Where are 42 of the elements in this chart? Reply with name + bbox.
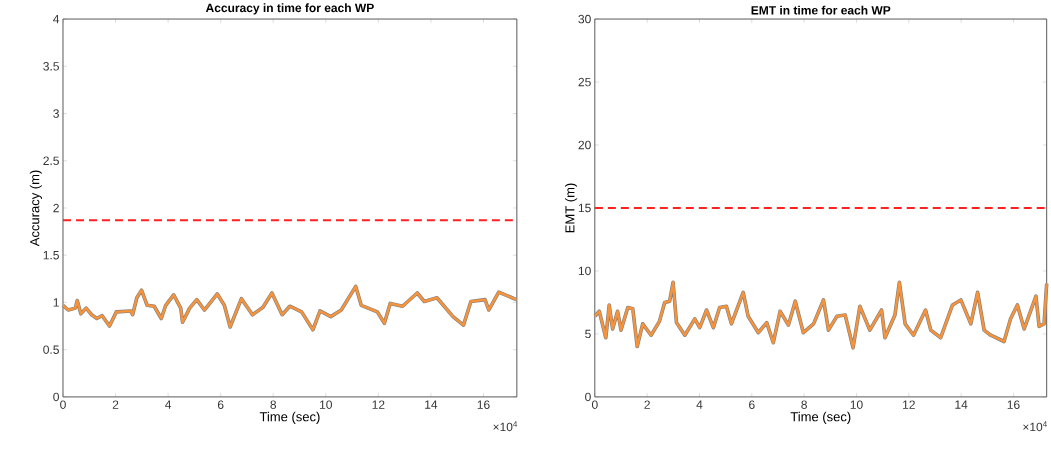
y-tick-label: 20 (578, 140, 591, 150)
y-tick-label: 0 (585, 392, 591, 402)
y-tick-label: 1 (53, 298, 59, 307)
y-tick-label: 5 (585, 329, 591, 339)
x-tick-label: 12 (903, 400, 915, 409)
x-tick-label: 2 (644, 400, 650, 409)
y-axis-title: Accuracy (m) (29, 170, 42, 247)
x-tick-label: 2 (112, 400, 119, 409)
text: ×10$^{4}$ (1023, 421, 1047, 432)
x-tick-label: 16 (1007, 400, 1020, 409)
text: ×10$^{4}$ (493, 421, 518, 432)
y-tick-label: 30 (578, 14, 591, 24)
x-tick-label: 12 (372, 400, 385, 409)
y-tick-label: 4 (53, 14, 60, 24)
x-tick-label: 8 (801, 400, 807, 409)
x-axis-title: Time (sec) (259, 411, 320, 424)
x-tick-label: 14 (425, 400, 438, 409)
y-tick-label: 0.5 (43, 345, 59, 354)
y-tick-label: 15 (578, 203, 591, 213)
y-tick-label: 10 (578, 266, 591, 276)
x-tick-label: 4 (696, 400, 703, 409)
x-tick-label: 0 (60, 400, 66, 409)
x-tick-label: 10 (320, 400, 332, 409)
x-axis-title: Time (sec) (790, 411, 851, 424)
x-tick-label: 14 (955, 400, 968, 409)
y-tick-label: 2 (53, 203, 59, 213)
x-tick-label: 0 (591, 400, 598, 409)
chart-title: Accuracy in time for each WP (205, 3, 374, 15)
x-tick-label: 8 (270, 400, 277, 409)
y-tick-label: 3 (53, 109, 59, 118)
x-tick-label: 10 (850, 400, 863, 409)
x-tick-label: 16 (477, 400, 490, 409)
y-tick-label: 0 (53, 392, 59, 402)
y-tick-label: 3.5 (43, 62, 59, 71)
chart-title: EMT in time for each WP (751, 5, 891, 15)
y-axis-title: EMT (m) (564, 183, 578, 233)
x-tick-label: 6 (749, 400, 755, 409)
x-tick-label: 4 (165, 400, 172, 409)
y-tick-label: 1.5 (43, 251, 59, 260)
y-tick-label: 25 (578, 77, 591, 87)
x-tick-label: 6 (217, 400, 224, 409)
y-tick-label: 2.5 (43, 156, 59, 166)
